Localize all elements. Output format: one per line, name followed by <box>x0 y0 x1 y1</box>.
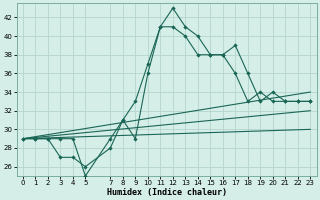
X-axis label: Humidex (Indice chaleur): Humidex (Indice chaleur) <box>107 188 227 197</box>
